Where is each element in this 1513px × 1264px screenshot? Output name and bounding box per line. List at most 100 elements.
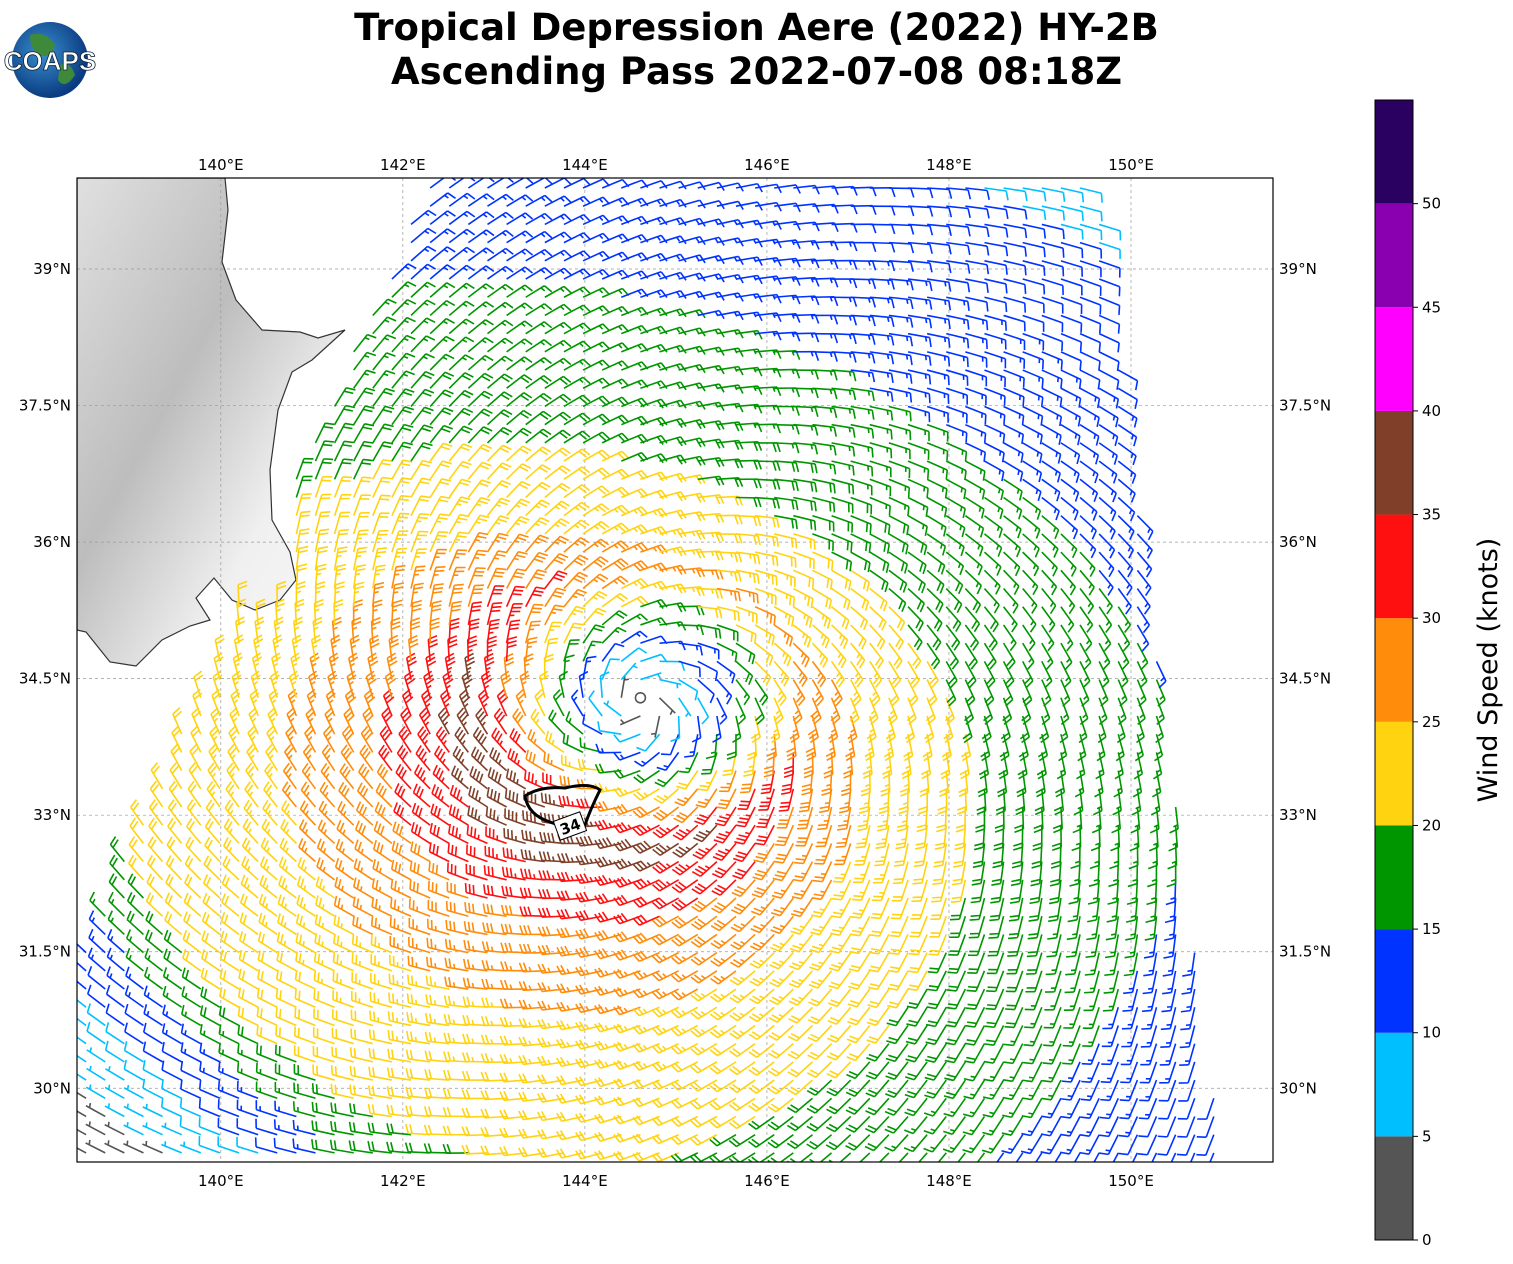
- barb-feather: [1089, 864, 1100, 870]
- wind-barb: [1139, 1079, 1158, 1102]
- barb-half-feather: [249, 791, 254, 797]
- barb-feather: [315, 1084, 318, 1094]
- barb-feather: [875, 860, 885, 863]
- barb-half-feather: [323, 829, 327, 835]
- wind-barb: [749, 988, 775, 1005]
- barb-feather: [483, 884, 486, 894]
- barb-feather: [613, 988, 621, 997]
- barb-feather: [751, 893, 762, 899]
- barb-half-feather: [229, 809, 234, 815]
- barb-feather: [375, 782, 382, 792]
- barb-feather: [352, 1140, 356, 1151]
- barb-feather: [709, 1013, 719, 1021]
- wind-barb: [1197, 1098, 1215, 1120]
- barb-feather: [729, 961, 739, 968]
- barb-staff: [1187, 1061, 1196, 1084]
- wind-barb: [788, 970, 814, 989]
- barb-feather: [556, 1057, 563, 1067]
- barb-feather: [86, 1021, 91, 1032]
- barb-feather: [480, 1127, 486, 1137]
- barb-feather: [748, 1104, 757, 1112]
- barb-feather: [493, 810, 496, 820]
- barb-feather: [398, 826, 404, 836]
- wind-barb: [297, 856, 316, 881]
- barb-feather: [748, 1015, 758, 1023]
- barb-feather: [578, 1057, 586, 1067]
- wind-barb: [254, 1137, 278, 1154]
- barb-feather: [433, 805, 438, 816]
- barb-feather: [372, 1048, 376, 1059]
- wind-barb: [1082, 1007, 1100, 1030]
- wind-barb: [944, 1043, 967, 1064]
- wind-barb: [556, 945, 584, 957]
- wind-barb: [274, 1063, 297, 1081]
- barb-feather: [1027, 936, 1038, 940]
- barb-half-feather: [739, 994, 745, 999]
- barb-feather: [539, 831, 543, 842]
- barb-half-feather: [166, 973, 170, 979]
- barb-feather: [697, 918, 707, 926]
- barb-feather: [966, 989, 977, 992]
- barb-feather: [734, 871, 745, 877]
- barb-feather: [759, 818, 769, 821]
- barb-half-feather: [433, 1018, 437, 1024]
- barb-feather: [907, 1055, 918, 1060]
- barb-feather: [712, 1064, 722, 1073]
- wind-barb: [311, 1101, 335, 1118]
- wind-barb: [501, 885, 526, 899]
- barb-feather: [333, 933, 336, 944]
- barb-feather: [616, 1023, 625, 1032]
- barb-feather: [503, 1090, 509, 1101]
- barb-feather: [373, 1011, 376, 1022]
- barb-feather: [616, 932, 625, 941]
- barb-staff: [1209, 1152, 1215, 1162]
- wind-barb: [1042, 1061, 1062, 1083]
- wind-barb: [768, 988, 794, 1006]
- wind-barb: [828, 1152, 852, 1162]
- barb-feather: [356, 898, 360, 908]
- wind-barb: [219, 986, 240, 1008]
- barb-feather: [1023, 1061, 1033, 1065]
- wind-barb: [424, 1031, 450, 1045]
- barb-staff: [180, 1106, 202, 1118]
- barb-feather: [857, 824, 868, 828]
- barb-feather: [339, 822, 345, 832]
- wind-barb: [444, 976, 469, 990]
- barb-feather: [353, 858, 358, 869]
- barb-feather: [636, 1006, 644, 1015]
- barb-staff: [180, 1125, 202, 1136]
- wind-barb: [731, 879, 756, 898]
- barb-feather: [597, 1113, 605, 1123]
- barb-half-feather: [1086, 1168, 1091, 1169]
- barb-feather: [906, 1023, 916, 1027]
- barb-feather: [377, 804, 383, 814]
- barb-feather: [1061, 1098, 1071, 1101]
- wind-barb: [200, 967, 221, 990]
- barb-feather: [541, 982, 547, 992]
- wind-barb: [1084, 970, 1100, 994]
- barb-half-feather: [222, 1030, 225, 1036]
- barb-feather: [1070, 864, 1080, 870]
- barb-feather: [597, 1077, 605, 1086]
- barb-half-feather: [184, 1048, 187, 1054]
- barb-feather: [887, 1004, 897, 1009]
- barb-feather: [806, 1161, 809, 1162]
- barb-half-feather: [323, 847, 327, 853]
- barb-feather: [963, 1095, 973, 1100]
- barb-feather: [262, 877, 268, 888]
- wind-barb: [1081, 1061, 1100, 1083]
- barb-feather: [219, 968, 224, 978]
- barb-feather: [169, 839, 176, 849]
- barb-feather: [601, 948, 609, 957]
- barb-feather: [509, 867, 513, 878]
- barb-feather: [693, 992, 703, 1000]
- barb-half-feather: [547, 1059, 551, 1065]
- barb-feather: [1012, 860, 1022, 865]
- barb-feather: [690, 976, 699, 984]
- barb-feather: [870, 916, 881, 920]
- barb-feather: [793, 909, 803, 914]
- wind-barb: [828, 970, 852, 990]
- barb-feather: [887, 1125, 897, 1131]
- barb-feather: [579, 910, 586, 920]
- wind-barb: [690, 1115, 718, 1128]
